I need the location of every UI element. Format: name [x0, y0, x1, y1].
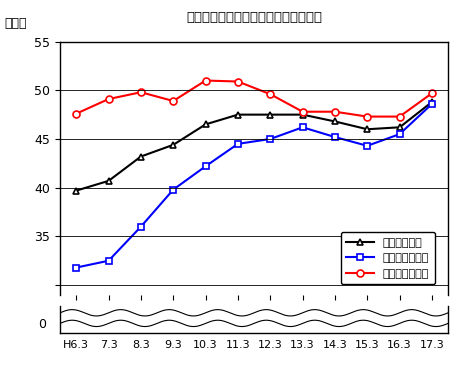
進学率（男子）: [300, 125, 305, 130]
進学率（男子）: [397, 132, 402, 136]
進学率（女子）: [397, 114, 402, 119]
Text: 9.3: 9.3: [164, 340, 182, 350]
進学率（計）: [138, 154, 144, 159]
進学率（計）: [267, 112, 273, 117]
Text: （％）: （％）: [5, 17, 27, 30]
進学率（計）: [203, 122, 208, 127]
進学率（計）: [106, 178, 111, 183]
進学率（男子）: [235, 142, 241, 146]
進学率（女子）: [203, 78, 208, 83]
進学率（男子）: [429, 102, 435, 106]
進学率（女子）: [267, 92, 273, 96]
進学率（女子）: [235, 79, 241, 84]
Line: 進学率（計）: 進学率（計）: [73, 99, 436, 194]
Text: 高等学校卒業者の大学等進学率の推移: 高等学校卒業者の大学等進学率の推移: [186, 11, 322, 24]
Text: 8.3: 8.3: [132, 340, 150, 350]
進学率（男子）: [138, 225, 144, 229]
Text: 15.3: 15.3: [355, 340, 380, 350]
進学率（計）: [397, 125, 402, 130]
進学率（男子）: [106, 259, 111, 263]
進学率（計）: [300, 112, 305, 117]
進学率（計）: [365, 127, 370, 132]
進学率（計）: [73, 188, 79, 193]
Text: 16.3: 16.3: [387, 340, 412, 350]
進学率（女子）: [170, 99, 176, 103]
Line: 進学率（女子）: 進学率（女子）: [73, 77, 436, 120]
進学率（計）: [235, 112, 241, 117]
進学率（男子）: [203, 164, 208, 169]
進学率（男子）: [170, 187, 176, 192]
Text: 13.3: 13.3: [290, 340, 315, 350]
進学率（女子）: [73, 112, 79, 116]
進学率（女子）: [138, 90, 144, 94]
進学率（女子）: [429, 91, 435, 96]
進学率（計）: [429, 100, 435, 104]
進学率（計）: [332, 119, 338, 124]
Text: H6.3: H6.3: [63, 340, 89, 350]
Text: 17.3: 17.3: [419, 340, 444, 350]
Line: 進学率（男子）: 進学率（男子）: [73, 101, 436, 271]
進学率（計）: [170, 143, 176, 147]
Legend: 進学率（計）, 進学率（男子）, 進学率（女子）: 進学率（計）, 進学率（男子）, 進学率（女子）: [340, 232, 435, 284]
進学率（男子）: [365, 144, 370, 148]
進学率（男子）: [332, 135, 338, 139]
進学率（男子）: [73, 265, 79, 270]
Text: 10.3: 10.3: [193, 340, 218, 350]
進学率（女子）: [365, 114, 370, 119]
進学率（女子）: [106, 97, 111, 101]
Text: 7.3: 7.3: [100, 340, 117, 350]
Text: 11.3: 11.3: [225, 340, 250, 350]
進学率（女子）: [300, 110, 305, 114]
進学率（女子）: [332, 110, 338, 114]
進学率（男子）: [267, 137, 273, 141]
Text: 12.3: 12.3: [258, 340, 283, 350]
Text: 14.3: 14.3: [322, 340, 347, 350]
Text: 0: 0: [38, 318, 46, 331]
